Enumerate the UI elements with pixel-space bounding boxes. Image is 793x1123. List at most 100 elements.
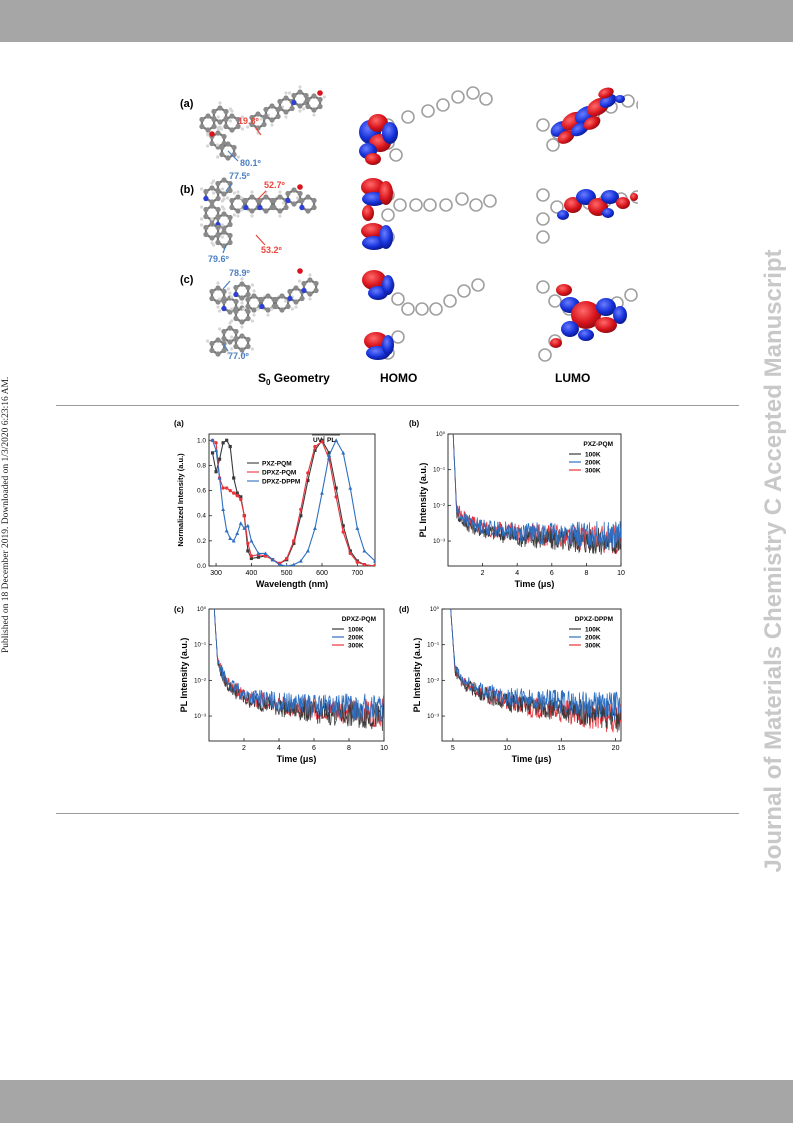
carbon-atom xyxy=(221,177,227,183)
hydrogen-atom xyxy=(210,217,214,221)
data-point xyxy=(341,450,346,455)
lumo-lobe xyxy=(578,329,594,341)
carbon-atom xyxy=(223,123,229,130)
hydrogen-atom xyxy=(298,109,302,113)
legend-entry: 200K xyxy=(585,460,601,467)
carbon-atom xyxy=(283,95,289,101)
hydrogen-atom xyxy=(312,113,316,117)
data-point xyxy=(239,495,243,499)
carbon-atom xyxy=(297,103,303,109)
hydrogen-atom xyxy=(228,119,232,123)
carbon-atom xyxy=(225,155,231,161)
lumo-lobe xyxy=(630,193,638,201)
carbon-atom xyxy=(305,103,311,110)
hydrogen-atom xyxy=(228,321,232,325)
carbon-atom xyxy=(299,295,305,302)
ring-c-11 xyxy=(230,333,254,357)
hydrogen-atom xyxy=(226,287,230,291)
ring-b-11 xyxy=(212,229,233,249)
carbon-atom xyxy=(219,144,225,151)
legend-header-pl: PL xyxy=(327,437,335,444)
hydrogen-atom xyxy=(218,101,222,105)
carbon-atom xyxy=(261,121,267,128)
geometry-c xyxy=(206,268,319,357)
carbon-atom xyxy=(235,116,241,123)
carbon-atom xyxy=(233,284,239,291)
series-group xyxy=(210,438,375,566)
skeleton-ring xyxy=(536,118,550,132)
hydrogen-atom xyxy=(240,115,244,119)
data-point xyxy=(214,448,219,452)
carbon-atom xyxy=(245,303,251,310)
data-point xyxy=(249,554,254,558)
hydrogen-atom xyxy=(282,201,286,205)
y-axis-label: PL Intensity (a.u.) xyxy=(179,638,189,713)
data-point xyxy=(355,560,360,564)
data-point xyxy=(305,548,310,553)
data-point xyxy=(320,439,324,444)
carbon-atom xyxy=(223,108,229,115)
hydrogen-atom xyxy=(284,299,288,303)
carbon-atom xyxy=(227,325,233,331)
x-axis-label: Wavelength (nm) xyxy=(256,579,328,589)
oxygen-atom xyxy=(317,90,323,96)
carbon-atom xyxy=(263,194,269,200)
carbon-atom xyxy=(227,339,233,345)
data-point xyxy=(221,441,225,445)
carbon-atom xyxy=(233,315,239,322)
angle-b-1: 77.5º xyxy=(229,171,251,181)
carbon-atom xyxy=(209,295,215,302)
carbon-atom xyxy=(203,213,209,220)
skeleton-ring xyxy=(455,192,469,206)
data-point xyxy=(235,491,239,495)
angle-arrow-a-2 xyxy=(227,150,239,162)
carbon-atom xyxy=(265,307,271,313)
hydrogen-atom xyxy=(216,281,220,285)
data-point xyxy=(373,564,375,566)
hydrogen-atom xyxy=(206,339,210,343)
data-point xyxy=(228,444,232,449)
carbon-atom xyxy=(221,340,227,347)
x-tick-label: 300 xyxy=(210,570,222,577)
homo-lobe xyxy=(361,178,385,196)
homo-lobe xyxy=(379,225,393,249)
skeleton-ring xyxy=(436,98,450,112)
y-tick-label: 10⁰ xyxy=(436,431,446,438)
carbon-atom xyxy=(211,108,217,115)
carbon-atom xyxy=(263,208,269,214)
carbon-atom xyxy=(313,287,319,294)
skeleton-ring xyxy=(401,302,415,316)
carbon-atom xyxy=(249,194,255,200)
hydrogen-atom xyxy=(218,327,222,331)
nitrogen-atom xyxy=(259,303,265,310)
data-point xyxy=(291,562,296,566)
ring-b-10 xyxy=(200,217,224,245)
carbon-atom xyxy=(215,232,221,239)
data-point xyxy=(224,486,229,490)
hydrogen-atom xyxy=(270,307,274,311)
hydrogen-atom xyxy=(206,144,210,148)
data-point xyxy=(277,562,282,566)
hydrogen-atom xyxy=(200,223,204,227)
carbon-atom xyxy=(231,144,237,151)
carbon-atom xyxy=(217,119,223,125)
homo-lobe xyxy=(361,223,385,239)
lumo-lobe xyxy=(601,190,619,204)
carbon-atom xyxy=(293,285,299,291)
carbon-atom xyxy=(221,347,227,354)
hydrogen-atom xyxy=(240,208,244,212)
data-point xyxy=(334,495,338,499)
angle-a-1: 19.8º xyxy=(238,116,260,126)
hydrogen-atom xyxy=(220,223,224,227)
carbon-atom xyxy=(273,296,279,303)
data-point xyxy=(270,557,275,562)
skeleton-ring xyxy=(624,288,638,302)
data-point xyxy=(362,563,367,566)
carbon-atom xyxy=(245,291,251,298)
x-tick-label: 6 xyxy=(550,570,554,577)
carbon-atom xyxy=(209,185,215,191)
x-axis-label: Time (μs) xyxy=(277,754,317,764)
carbon-atom xyxy=(215,195,221,202)
carbon-atom xyxy=(311,93,317,99)
hydrogen-atom xyxy=(240,196,244,200)
